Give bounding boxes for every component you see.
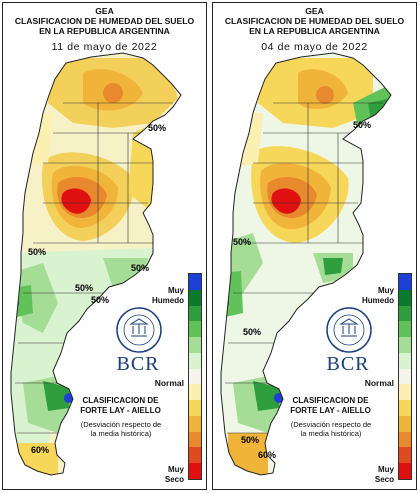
legend-swatch [189, 463, 201, 479]
legend-swatch [189, 400, 201, 416]
country-outline [220, 52, 392, 476]
legend-swatch [399, 463, 411, 479]
legend-swatch [189, 431, 201, 448]
date-label: 11 de mayo de 2022 [51, 41, 158, 53]
bcr-seal-logo [116, 307, 162, 353]
contour-label: 50% [131, 263, 149, 273]
contour-label: 50% [91, 295, 109, 305]
legend-swatch [189, 415, 201, 432]
contour-label: 50% [353, 120, 371, 130]
contour-label: 50% [241, 435, 259, 445]
legend-bottom-label: Muy Seco [164, 465, 184, 484]
title-line1: CLASIFICACION DE HUMEDAD DEL SUELO [14, 16, 195, 26]
legend-middle-label: Normal [154, 378, 184, 388]
org-label: GEA [305, 6, 324, 16]
title-line2: EN LA REPUBLICA ARGENTINA [39, 26, 170, 36]
color-scale-legend [398, 273, 412, 480]
legend-top-label: Muy Humedo [152, 286, 184, 305]
argentina-soil-moisture-map: 50% 50% 50% 50% 50% 60% [10, 52, 182, 476]
method-title: CLASIFICACION DE FORTE LAY - AIELLO [290, 396, 371, 415]
bcr-seal-logo [326, 307, 372, 353]
legend-swatch [399, 400, 411, 416]
legend-swatch [399, 305, 411, 322]
legend-swatch [189, 274, 201, 290]
legend-top-label: Muy Humedo [362, 286, 394, 305]
contour-label: 50% [243, 327, 261, 337]
legend-swatch [189, 447, 201, 464]
legend-swatch [399, 352, 411, 369]
bcr-logo-text: BCR [116, 353, 160, 375]
title-line2: EN LA REPUBLICA ARGENTINA [249, 26, 380, 36]
legend-swatch [399, 447, 411, 464]
legend-swatch [399, 431, 411, 448]
legend-swatch [189, 305, 201, 322]
date-label: 04 de mayo de 2022 [261, 41, 368, 53]
map-panel-right: GEA CLASIFICACION DE HUMEDAD DEL SUELO E… [212, 2, 417, 490]
title-line1: CLASIFICACION DE HUMEDAD DEL SUELO [224, 16, 405, 26]
legend-swatch [399, 415, 411, 432]
legend-swatch [189, 321, 201, 338]
contour-label: 50% [233, 237, 251, 247]
legend-swatch [189, 384, 201, 401]
method-title: CLASIFICACION DE FORTE LAY - AIELLO [80, 396, 161, 415]
color-scale-legend [188, 273, 202, 480]
legend-swatch [189, 337, 201, 353]
legend-swatch [399, 289, 411, 306]
bcr-logo-text: BCR [326, 353, 370, 375]
contour-label: 60% [258, 450, 276, 460]
legend-swatch [189, 352, 201, 369]
method-note: (Desviación respecto de la media históri… [290, 420, 372, 438]
legend-middle-label: Normal [364, 378, 394, 388]
map-panel-left: GEA CLASIFICACION DE HUMEDAD DEL SUELO E… [2, 2, 207, 490]
contour-label: 50% [148, 123, 166, 133]
argentina-soil-moisture-map: 50% 50% 50% 50% 60% [220, 52, 392, 476]
country-outline [10, 52, 182, 476]
contour-label: 50% [28, 247, 46, 257]
legend-bottom-label: Muy Seco [374, 465, 394, 484]
legend-swatch [399, 321, 411, 338]
legend-swatch [189, 368, 201, 385]
legend-swatch [399, 274, 411, 290]
legend-swatch [399, 337, 411, 353]
contour-label: 50% [75, 283, 93, 293]
legend-swatch [399, 368, 411, 385]
contour-label: 60% [31, 445, 49, 455]
legend-swatch [189, 289, 201, 306]
org-label: GEA [95, 6, 114, 16]
legend-swatch [399, 384, 411, 401]
method-note: (Desviación respecto de la media históri… [80, 420, 162, 438]
